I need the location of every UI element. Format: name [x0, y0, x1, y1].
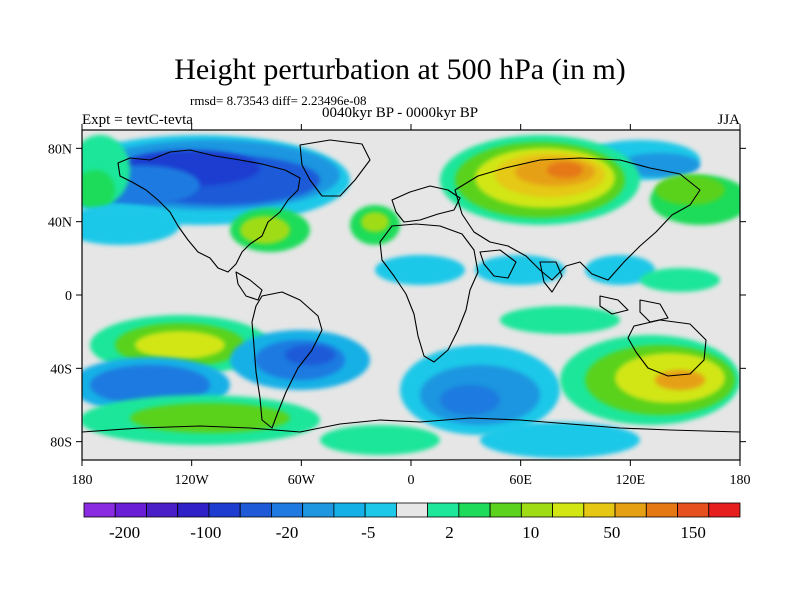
- field-contour: [440, 385, 500, 415]
- period-label: 0040kyr BP - 0000kyr BP: [322, 105, 479, 121]
- field-contour: [375, 255, 465, 285]
- lon-tick-label: 120W: [175, 473, 210, 488]
- field-contour: [285, 345, 335, 365]
- field-contour: [500, 306, 620, 334]
- lon-tick-label: 0: [408, 473, 415, 488]
- colorbar-swatch: [114, 502, 147, 518]
- colorbar-swatch: [177, 502, 210, 518]
- field-contour: [82, 205, 180, 245]
- season-label: JJA: [717, 112, 740, 128]
- colorbar-swatch: [271, 502, 304, 518]
- coastlines: [82, 139, 740, 433]
- colorbar-swatch: [333, 502, 366, 518]
- colorbar-label: 150: [680, 523, 706, 542]
- colorbar-swatch: [552, 502, 585, 518]
- field-contour: [82, 170, 115, 210]
- lon-tick-label: 180: [72, 473, 93, 488]
- field-contour: [130, 403, 290, 433]
- lat-tick-label: 40N: [48, 216, 72, 231]
- lon-tick-label: 60W: [288, 473, 316, 488]
- colorbar-swatch: [83, 502, 116, 518]
- colorbar-swatch: [239, 502, 272, 518]
- lon-tick-label: 60E: [509, 473, 532, 488]
- lon-tick-label: 180: [730, 473, 751, 488]
- colorbar-swatch: [614, 502, 647, 518]
- lat-tick-label: 40S: [50, 362, 72, 377]
- colorbar-swatch: [489, 502, 522, 518]
- colorbar-label: 50: [603, 523, 620, 542]
- colorbar-swatch: [364, 502, 397, 518]
- colorbar-swatch: [427, 502, 460, 518]
- field-contour: [655, 370, 705, 390]
- colorbar-swatch: [458, 502, 491, 518]
- colorbar-label: 2: [445, 523, 454, 542]
- lat-tick-label: 80N: [48, 142, 72, 157]
- stats-line: rmsd= 8.73543 diff= 2.23496e-08: [190, 93, 367, 108]
- colorbar-swatch: [302, 502, 335, 518]
- field-contour: [655, 175, 725, 205]
- colorbar-swatch: [146, 502, 179, 518]
- colorbar-label: 10: [522, 523, 539, 542]
- field-contour: [640, 268, 720, 292]
- field-contour: [480, 422, 640, 458]
- colorbar-label: -5: [361, 523, 375, 542]
- field-layer: [82, 130, 740, 460]
- colorbar-swatch: [208, 502, 241, 518]
- field-contour: [90, 365, 210, 405]
- colorbar: -200 -100 -20 -5 2 10 50 150: [83, 502, 741, 542]
- colorbar-swatch: [583, 502, 616, 518]
- colorbar-label: -200: [109, 523, 140, 542]
- map-title: Height perturbation at 500 hPa (in m): [174, 53, 626, 86]
- field-contour: [361, 212, 389, 232]
- longitude-axis: 180 120W 60W 0 60E 120E 180: [72, 124, 751, 488]
- lat-tick-label: 0: [65, 289, 72, 304]
- field-contour: [320, 425, 440, 455]
- field-contour: [135, 331, 225, 359]
- experiment-label: Expt = tevtC-tevta: [82, 112, 193, 128]
- lat-tick-label: 80S: [50, 436, 72, 451]
- colorbar-swatch: [677, 502, 710, 518]
- colorbar-swatch: [708, 502, 741, 518]
- colorbar-swatch: [520, 502, 553, 518]
- field-contour: [547, 162, 583, 178]
- colorbar-swatch: [395, 502, 429, 518]
- colorbar-label: -100: [190, 523, 221, 542]
- colorbar-label: -20: [276, 523, 299, 542]
- lon-tick-label: 120E: [616, 473, 646, 488]
- colorbar-swatch: [645, 502, 678, 518]
- latitude-axis: 80N 40N 0 40S 80S: [48, 142, 746, 451]
- field-contour: [620, 153, 700, 177]
